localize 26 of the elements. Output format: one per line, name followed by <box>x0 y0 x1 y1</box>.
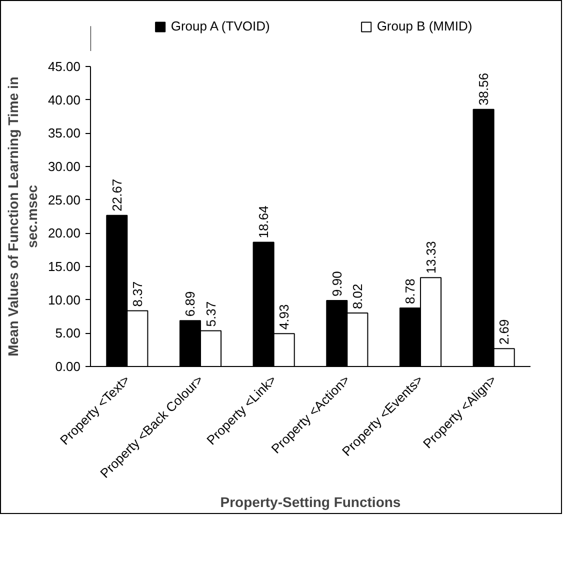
data-label: 4.93 <box>276 304 292 330</box>
data-label: 8.37 <box>130 281 145 307</box>
legend-label: Group B (MMID) <box>376 18 472 34</box>
legend-label: Group A (TVOID) <box>170 18 270 34</box>
y-axis-title: Mean Values of Function Learning Time in sec.msec <box>4 76 40 356</box>
y-tick-label: 30.00 <box>48 159 81 174</box>
data-label: 9.90 <box>329 271 344 296</box>
data-label: 2.69 <box>496 319 512 345</box>
y-tick-label: 15.00 <box>48 259 81 274</box>
data-label: 6.89 <box>182 291 198 317</box>
data-label: 18.64 <box>256 206 272 238</box>
y-tick-label: 0.00 <box>55 359 81 374</box>
data-label: 8.78 <box>402 278 418 304</box>
y-tick-label: 45.00 <box>48 59 81 74</box>
y-tick-label: 25.00 <box>48 192 81 208</box>
data-label: 8.02 <box>350 284 365 310</box>
y-tick-label: 40.00 <box>48 92 81 108</box>
x-axis-title: Property-Setting Functions <box>220 494 401 510</box>
y-tick-label: 35.00 <box>48 126 81 141</box>
data-label: 22.67 <box>109 178 124 212</box>
data-label: 38.56 <box>476 72 492 106</box>
y-tick-label: 20.00 <box>48 226 81 241</box>
y-tick-label: 5.00 <box>55 326 81 341</box>
data-label: 13.33 <box>423 241 438 274</box>
data-label: 5.37 <box>203 301 218 327</box>
y-tick-label: 10.00 <box>48 292 81 308</box>
